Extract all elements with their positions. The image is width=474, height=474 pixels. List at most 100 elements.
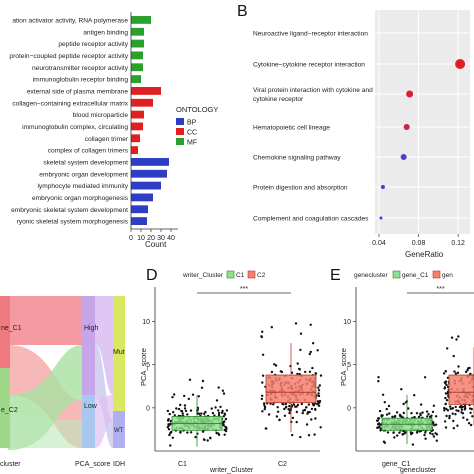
panel-e-point-0-36 <box>381 393 385 396</box>
panel-a-category-label-7: collagen−containing extracellular matrix <box>12 100 128 107</box>
panel-d-point-0-88 <box>224 429 228 433</box>
node-mut <box>113 296 125 411</box>
panel-e-point-1-48 <box>455 338 458 341</box>
panel-e-point-0-102 <box>426 415 429 418</box>
panel-e-point-0-20 <box>377 376 380 379</box>
panel-a-bar-17 <box>131 217 147 225</box>
panel-e-point-1-122 <box>452 427 455 430</box>
panel-e-point-0-95 <box>380 415 383 418</box>
panel-e-point-0-118 <box>379 429 382 432</box>
panel-d-point-0-199 <box>183 404 187 407</box>
panel-e-point-0-11 <box>433 424 436 427</box>
panel-e-point-1-118 <box>464 370 468 374</box>
panel-d-point-1-170 <box>294 322 298 325</box>
node-label-wt: WT <box>114 428 124 434</box>
panel-a-legend-label-0: BP <box>187 120 197 127</box>
panel-e-point-1-129 <box>446 376 450 379</box>
panel-d-point-1-195 <box>308 370 312 373</box>
panel-d-point-1-90 <box>262 402 266 405</box>
panel-d-point-0-176 <box>169 431 172 435</box>
panel-d-y-tick-label-2: 10 <box>142 319 150 326</box>
panel-e-point-1-40 <box>450 336 454 339</box>
panel-d-point-1-151 <box>311 402 315 405</box>
node-label-c2: e_C2 <box>1 407 18 414</box>
panel-d-point-0-217 <box>223 420 226 423</box>
panel-d-point-1-98 <box>291 416 295 420</box>
panel-e-point-1-195 <box>466 418 469 421</box>
panel-e-point-1-117 <box>442 372 446 375</box>
panel-e-point-0-150 <box>415 431 419 434</box>
panel-d-point-0-114 <box>201 379 205 383</box>
panel-e-point-1-84 <box>457 409 460 413</box>
axis-label-pca-score: PCA_score <box>75 461 111 468</box>
panel-e-point-1-60 <box>460 408 464 411</box>
panel-d-point-0-31 <box>215 431 218 435</box>
panel-e-point-1-116 <box>444 396 447 400</box>
panel-d-point-0-93 <box>171 436 174 439</box>
panel-e-point-0-83 <box>435 433 439 436</box>
panel-e-point-0-126 <box>428 432 432 435</box>
panel-a-bar-6 <box>131 87 161 95</box>
panel-b-dot-4 <box>400 154 407 160</box>
panel-e-point-1-227 <box>445 383 448 387</box>
panel-b-category-label-2-1: cytokine receptor <box>253 96 304 103</box>
panel-d-point-0-194 <box>222 392 226 395</box>
panel-a-legend-label-2: MF <box>187 140 197 147</box>
panel-a-bar-0 <box>131 16 151 24</box>
panel-d-point-0-171 <box>203 412 206 415</box>
panel-c-sankey: ne_C1 e_C2 High Low Mut WT cluster PCA_s… <box>0 296 125 468</box>
panel-e-point-1-145 <box>445 407 448 411</box>
panel-e-point-0-32 <box>431 433 434 436</box>
panel-d-point-1-144 <box>278 418 281 421</box>
panel-e-point-0-2 <box>419 403 423 406</box>
panel-e-point-0-178 <box>413 394 416 397</box>
panel-d-point-0-214 <box>214 406 217 409</box>
panel-e-point-1-130 <box>449 407 452 411</box>
panel-d-point-0-208 <box>166 426 169 429</box>
panel-d-label: D <box>146 267 158 284</box>
panel-d-point-1-128 <box>310 407 314 411</box>
panel-d-x-tick-c1: C1 <box>178 461 187 468</box>
panel-b-category-label-6-0: Complement and coagulation cascades <box>253 216 369 223</box>
panel-e-point-1-23 <box>454 372 458 375</box>
panel-d-box-1 <box>265 374 317 404</box>
panel-a-bar-11 <box>131 146 138 154</box>
panel-b-x-label: GeneRatio <box>405 250 444 259</box>
panel-d-point-1-216 <box>302 409 305 412</box>
panel-e-point-1-191 <box>466 369 469 372</box>
panel-e-point-1-106 <box>443 420 447 423</box>
panel-e-point-1-73 <box>446 347 449 350</box>
panel-e-point-0-161 <box>402 411 405 415</box>
panel-a-category-label-12: skeletal system development <box>43 159 128 166</box>
panel-d-point-1-73 <box>295 420 298 424</box>
panel-e-point-0-180 <box>432 435 436 438</box>
panel-d-point-0-14 <box>177 407 181 411</box>
panel-d-point-0-4 <box>223 433 226 436</box>
panel-e-point-1-184 <box>452 354 455 358</box>
panel-a-bars <box>131 16 169 225</box>
panel-d-point-0-186 <box>209 436 212 439</box>
panel-e-point-0-121 <box>434 415 438 418</box>
panel-d-point-1-60 <box>265 427 268 430</box>
panel-e-point-0-117 <box>400 388 403 391</box>
axis-label-idh: IDH <box>113 461 125 468</box>
panel-e-legend-c2: gen <box>442 272 453 279</box>
panel-d-legend-c1: C1 <box>236 272 245 279</box>
panel-d-point-0-152 <box>204 410 207 414</box>
panel-b-category-label-2-0: Viral protein interaction with cytokine … <box>253 87 373 94</box>
panel-e-y-tick-label-2: 10 <box>343 319 351 326</box>
panel-e-point-0-154 <box>396 434 399 437</box>
panel-d-point-0-24 <box>222 415 225 418</box>
panel-d-point-1-210 <box>317 402 320 405</box>
panel-a-bar-1 <box>131 27 144 36</box>
panel-d-point-0-69 <box>189 409 193 412</box>
panel-b-category-labels: Neuroactive ligand−receptor interaction C… <box>253 31 373 223</box>
panel-d-point-0-156 <box>179 430 182 434</box>
node-e-c2 <box>0 368 10 448</box>
panel-b-dots <box>379 59 466 220</box>
panel-e-point-0-226 <box>421 411 424 414</box>
panel-b-category-label-0-0: Neuroactive ligand−receptor interaction <box>253 31 368 38</box>
panel-d-point-0-92 <box>188 378 192 381</box>
panel-d-point-1-26 <box>299 435 302 439</box>
